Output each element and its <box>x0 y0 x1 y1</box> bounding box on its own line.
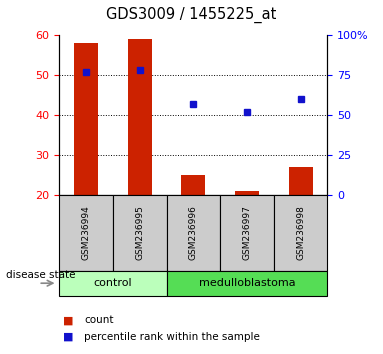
Text: count: count <box>84 315 114 325</box>
Bar <box>182 175 205 195</box>
Text: medulloblastoma: medulloblastoma <box>199 278 295 288</box>
Text: GSM236996: GSM236996 <box>189 205 198 260</box>
Text: percentile rank within the sample: percentile rank within the sample <box>84 332 260 342</box>
Text: control: control <box>94 278 132 288</box>
Text: GSM236994: GSM236994 <box>82 205 91 260</box>
Bar <box>74 44 98 195</box>
Bar <box>289 167 313 195</box>
Bar <box>235 191 259 195</box>
Text: GSM236998: GSM236998 <box>296 205 305 260</box>
Text: GDS3009 / 1455225_at: GDS3009 / 1455225_at <box>106 7 277 23</box>
Text: GSM236995: GSM236995 <box>135 205 144 260</box>
Text: disease state: disease state <box>6 270 75 280</box>
Bar <box>128 39 152 195</box>
Text: ■: ■ <box>63 332 74 342</box>
Text: ■: ■ <box>63 315 74 325</box>
Text: GSM236997: GSM236997 <box>242 205 252 260</box>
